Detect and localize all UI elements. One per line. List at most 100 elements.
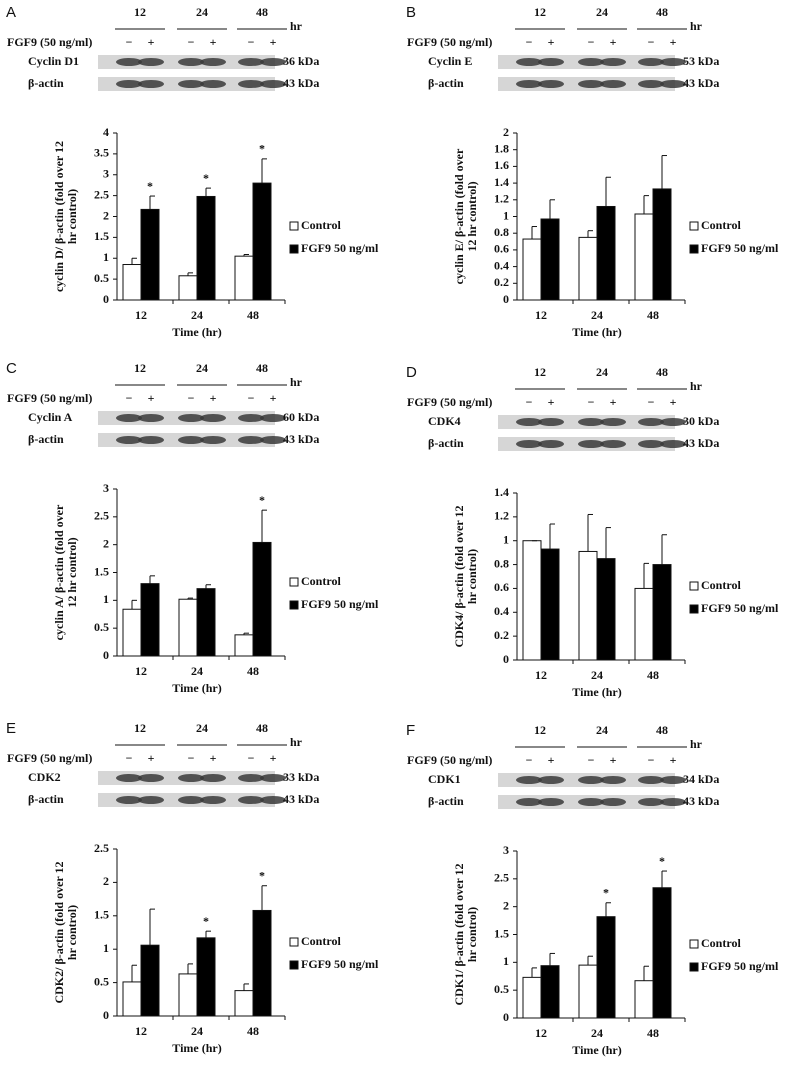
significance-marker: * [203, 171, 209, 185]
treatment-sign: − [188, 751, 195, 765]
y-tick-label: 0.4 [494, 604, 509, 618]
x-tick-label: 48 [647, 308, 659, 322]
bar [252, 541, 272, 657]
error-bar [131, 964, 137, 982]
error-bar [243, 253, 249, 257]
treatment-sign: + [210, 391, 217, 405]
legend-swatch [289, 244, 299, 254]
y-tick-label: 1.4 [494, 175, 509, 189]
blot-band [260, 58, 286, 66]
bar [634, 213, 654, 301]
error-bar [187, 272, 193, 276]
bar [196, 195, 216, 301]
x-tick-label: 12 [135, 664, 147, 678]
y-tick-label: 2.5 [494, 871, 509, 885]
treatment-sign: − [648, 395, 655, 409]
legend-label: Control [701, 578, 741, 592]
time-label: 12 [534, 5, 546, 19]
error-bar [549, 523, 555, 550]
time-label: 48 [656, 5, 668, 19]
bar [140, 583, 160, 657]
treatment-label: FGF9 (50 ng/ml) [407, 35, 492, 49]
time-label: 48 [656, 365, 668, 379]
blot-band [178, 436, 204, 444]
blot-band [660, 776, 686, 784]
error-bar [187, 963, 193, 974]
time-label: 24 [596, 365, 608, 379]
error-bar [531, 967, 537, 978]
error-bar [131, 257, 137, 265]
blot-band [116, 436, 142, 444]
blot-band [660, 58, 686, 66]
y-tick-label: 1 [503, 208, 509, 222]
band-size: 43 kDa [683, 76, 719, 90]
bar [634, 980, 654, 1019]
bar [252, 182, 272, 301]
legend-swatch [289, 600, 299, 610]
bar [652, 564, 672, 661]
error-bar [587, 513, 593, 552]
error-bar [261, 158, 267, 184]
bar [122, 264, 142, 301]
x-tick-label: 24 [191, 1024, 203, 1038]
treatment-sign: − [126, 391, 133, 405]
legend-swatch [689, 221, 699, 231]
y-tick-label: 0 [503, 292, 509, 306]
time-unit: hr [290, 19, 303, 33]
legend-swatch [689, 604, 699, 614]
treatment-sign: + [210, 35, 217, 49]
band-size: 33 kDa [283, 770, 319, 784]
y-tick-label: 1.2 [494, 192, 509, 206]
blot-band [238, 80, 264, 88]
time-label: 24 [196, 361, 208, 375]
y-axis-label: cyclin D/ β-actin (fold over 12 [52, 141, 66, 292]
time-label: 12 [534, 365, 546, 379]
x-tick-label: 48 [247, 664, 259, 678]
blot-band [260, 436, 286, 444]
treatment-sign: − [526, 35, 533, 49]
y-tick-label: 1.5 [94, 229, 109, 243]
blot-band [600, 440, 626, 448]
band-name: β-actin [28, 792, 64, 806]
y-axis-label: CDK1/ β-actin (fold over 12 [452, 863, 466, 1005]
blot-band [516, 418, 542, 426]
y-tick-label: 0.6 [494, 580, 509, 594]
blot-band [138, 774, 164, 782]
time-label: 12 [134, 361, 146, 375]
treatment-sign: − [248, 35, 255, 49]
blot-band [516, 440, 542, 448]
band-name: CDK2 [28, 770, 61, 784]
error-bar [643, 562, 649, 589]
y-tick-label: 0 [503, 652, 509, 666]
legend-swatch [689, 939, 699, 949]
treatment-sign: + [610, 753, 617, 767]
bar [234, 634, 254, 657]
blot-band [638, 440, 664, 448]
blot-band [260, 80, 286, 88]
treatment-sign: − [648, 753, 655, 767]
treatment-sign: + [270, 751, 277, 765]
band-name: β-actin [28, 76, 64, 90]
blot-band [200, 796, 226, 804]
legend-swatch [689, 244, 699, 254]
blot-band [638, 418, 664, 426]
bar [540, 965, 560, 1019]
blot-band [138, 796, 164, 804]
error-bar [149, 195, 155, 210]
y-tick-label: 2 [503, 898, 509, 912]
treatment-sign: + [670, 753, 677, 767]
time-label: 48 [656, 723, 668, 737]
blot-band [200, 436, 226, 444]
y-tick-label: 0.5 [494, 982, 509, 996]
legend-label: FGF9 50 ng/ml [701, 959, 779, 973]
treatment-label: FGF9 (50 ng/ml) [7, 35, 92, 49]
error-bar [643, 965, 649, 981]
blot-band [260, 796, 286, 804]
time-unit: hr [290, 735, 303, 749]
bar [578, 236, 598, 301]
blot-band [138, 414, 164, 422]
blot-band [238, 774, 264, 782]
blot-band [638, 776, 664, 784]
blot-band [578, 418, 604, 426]
